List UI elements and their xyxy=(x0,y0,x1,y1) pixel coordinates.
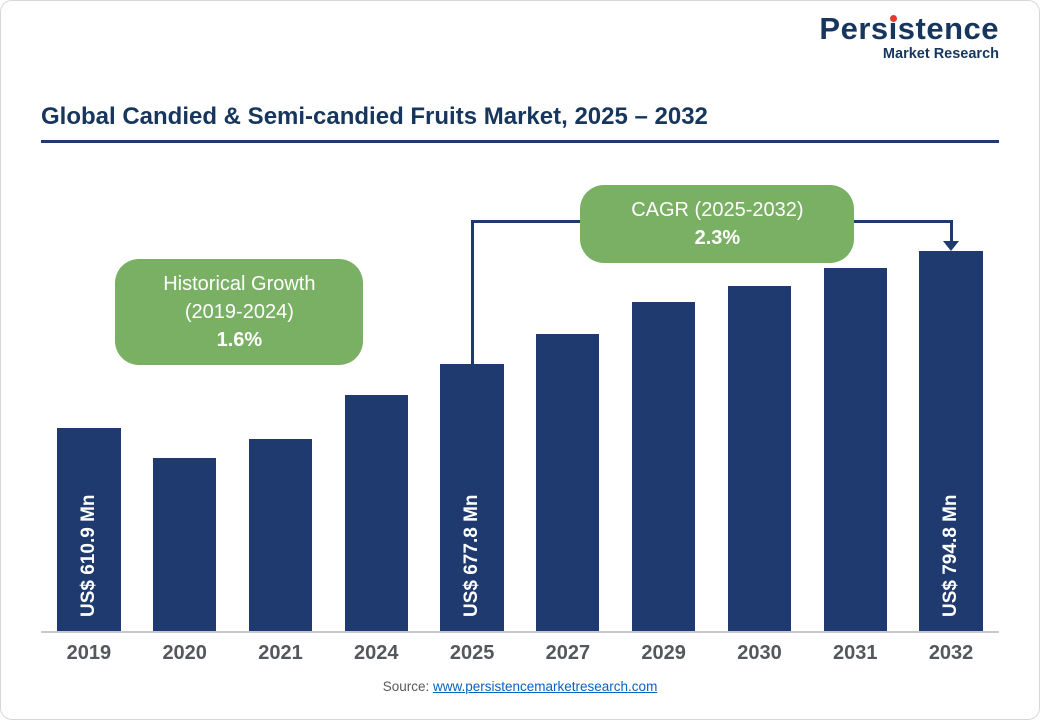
bar-2024 xyxy=(344,395,408,631)
x-axis-label-2032: 2032 xyxy=(928,642,974,664)
logo-wordmark: Persıstence xyxy=(819,11,999,46)
x-axis-label-2030: 2030 xyxy=(737,642,782,664)
bar-chart: Historical Growth (2019-2024) 1.6% CAGR … xyxy=(41,171,999,665)
bar-value-label-2025: US$ 677.8 Mn xyxy=(461,494,483,618)
x-axis-label-2027: 2027 xyxy=(545,642,591,664)
cagr-callout: CAGR (2025-2032) 2.3% xyxy=(580,185,855,263)
x-axis-labels: 2019 2020 2021 2024 2025 2027 2029 2030 2031 2032 xyxy=(41,642,999,665)
chart-plot-area: Historical Growth (2019-2024) 1.6% CAGR … xyxy=(41,171,999,633)
bar-column-2021 xyxy=(233,171,329,631)
bar-column-2019: US$ 610.9 Mn xyxy=(41,171,137,631)
bar-column-2032: US$ 794.8 Mn xyxy=(903,171,999,631)
historical-growth-line1: Historical Growth xyxy=(163,273,316,295)
cagr-value: 2.3% xyxy=(694,227,741,249)
cagr-line1: CAGR (2025-2032) xyxy=(631,199,804,221)
bar-column-2024 xyxy=(328,171,424,631)
bar-2025: US$ 677.8 Mn xyxy=(440,363,504,631)
historical-growth-callout: Historical Growth (2019-2024) 1.6% xyxy=(115,259,364,365)
bar-2032: US$ 794.8 Mn xyxy=(919,251,983,631)
x-axis-label-2021: 2021 xyxy=(258,642,303,664)
x-axis-label-2031: 2031 xyxy=(833,642,878,664)
bar-2021 xyxy=(248,438,313,631)
source-label: Source: xyxy=(382,679,430,694)
pmr-logo: Persıstence Market Research xyxy=(819,11,999,71)
logo-wordmark-post: stence xyxy=(897,11,999,46)
title-underline-rule xyxy=(41,140,999,143)
source-line: Source: www.persistencemarketresearch.co… xyxy=(41,679,999,694)
x-axis-label-2024: 2024 xyxy=(354,642,399,664)
logo-subtitle: Market Research xyxy=(882,45,999,62)
bar-2030 xyxy=(727,285,792,631)
logo-wordmark-pre: Pers xyxy=(819,11,889,46)
historical-growth-value: 1.6% xyxy=(216,329,263,351)
bracket-vertical-line xyxy=(470,220,474,364)
x-axis-label-2019: 2019 xyxy=(66,642,112,664)
header: Persıstence Market Research xyxy=(41,11,999,71)
bracket-arrow-line xyxy=(949,220,953,241)
x-axis-label-2025: 2025 xyxy=(449,642,495,664)
historical-growth-line2: (2019-2024) xyxy=(184,301,294,323)
bar-column-2025: US$ 677.8 Mn xyxy=(424,171,520,631)
bar-column-2031 xyxy=(807,171,903,631)
bracket-arrowhead-icon xyxy=(943,241,960,251)
bar-2020 xyxy=(153,457,217,631)
bar-2029 xyxy=(632,301,696,631)
bar-column-2027 xyxy=(520,171,616,631)
bar-2027 xyxy=(536,333,600,631)
bar-2019: US$ 610.9 Mn xyxy=(57,428,121,631)
bar-column-2020 xyxy=(137,171,233,631)
bar-column-2030 xyxy=(712,171,808,631)
bar-column-2029 xyxy=(616,171,712,631)
bar-value-label-2032: US$ 794.8 Mn xyxy=(940,494,962,618)
bar-value-label-2019: US$ 610.9 Mn xyxy=(77,494,99,618)
logo-red-dot-i: ı xyxy=(888,11,898,46)
x-axis-label-2029: 2029 xyxy=(641,642,686,664)
source-link[interactable]: www.persistencemarketresearch.com xyxy=(432,679,658,694)
bar-2031 xyxy=(823,268,887,631)
x-axis-label-2020: 2020 xyxy=(162,642,207,664)
page-title: Global Candied & Semi-candied Fruits Mar… xyxy=(41,103,708,130)
